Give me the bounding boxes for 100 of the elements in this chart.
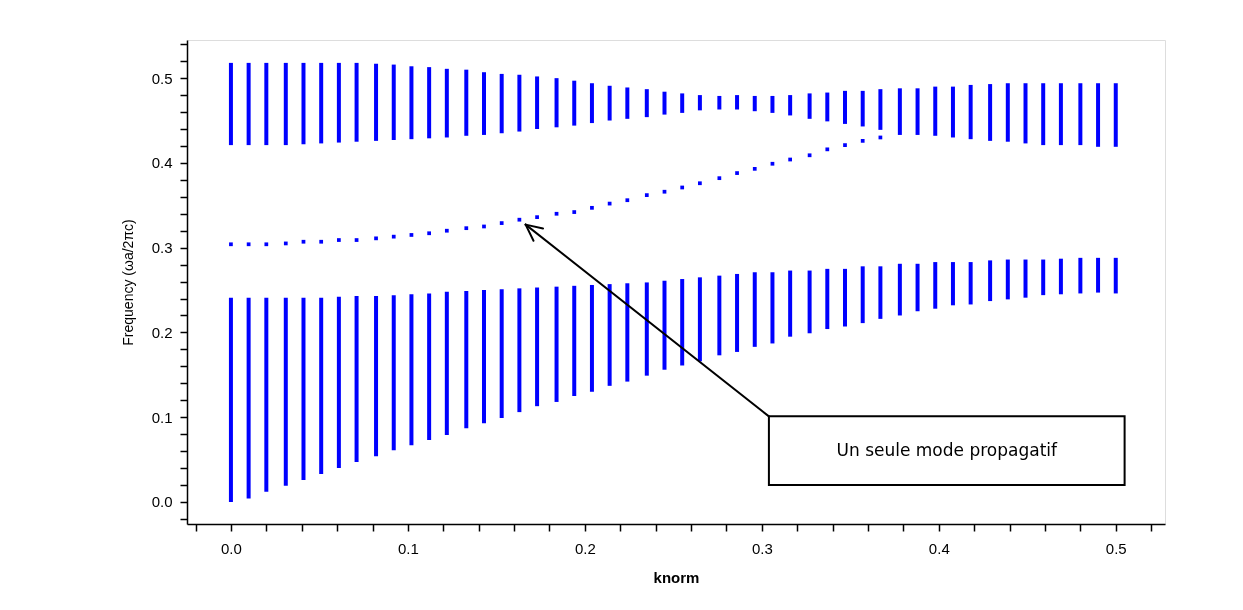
bar bbox=[735, 273, 740, 352]
y-tick-label: 0.5 bbox=[151, 69, 173, 87]
point bbox=[464, 226, 469, 231]
bar bbox=[354, 62, 359, 142]
bar bbox=[1023, 83, 1028, 144]
point bbox=[752, 166, 757, 171]
bar bbox=[770, 95, 775, 113]
bar bbox=[499, 289, 504, 419]
bar bbox=[336, 296, 341, 469]
bar bbox=[535, 76, 540, 129]
bar bbox=[464, 290, 469, 429]
point bbox=[860, 139, 865, 143]
bar bbox=[1113, 83, 1118, 147]
bar bbox=[1041, 83, 1046, 146]
bar bbox=[444, 68, 449, 138]
point bbox=[319, 239, 324, 244]
bar bbox=[409, 294, 414, 446]
bar bbox=[228, 297, 233, 502]
bar bbox=[662, 91, 667, 115]
bar bbox=[499, 73, 504, 134]
x-tick-label: 0.4 bbox=[928, 539, 950, 557]
bar bbox=[968, 84, 973, 140]
bar bbox=[770, 272, 775, 344]
bar bbox=[589, 284, 594, 392]
y-axis-title: Frequency (ωa/2πc) bbox=[119, 219, 136, 346]
bar bbox=[878, 89, 883, 130]
bar bbox=[988, 260, 993, 302]
bar bbox=[319, 62, 324, 144]
bar bbox=[1005, 259, 1010, 300]
bar bbox=[409, 66, 414, 140]
bar bbox=[788, 270, 793, 337]
bar bbox=[517, 288, 522, 413]
bar bbox=[481, 72, 486, 135]
bar bbox=[427, 67, 432, 139]
bar bbox=[662, 280, 667, 370]
bar bbox=[535, 287, 540, 407]
y-tick-label: 0.4 bbox=[151, 154, 173, 172]
bar bbox=[860, 90, 865, 127]
bar bbox=[1041, 259, 1046, 296]
bar bbox=[228, 62, 233, 146]
point bbox=[843, 143, 847, 147]
bar bbox=[915, 88, 920, 135]
bar bbox=[717, 95, 722, 110]
bar bbox=[1005, 83, 1010, 142]
point bbox=[825, 147, 830, 152]
bar bbox=[444, 291, 449, 435]
bar bbox=[807, 270, 812, 334]
bar bbox=[1113, 257, 1118, 294]
bar bbox=[897, 88, 902, 135]
bar bbox=[680, 93, 685, 113]
annotation: Un seule mode propagatif bbox=[836, 439, 1059, 460]
point bbox=[444, 228, 449, 233]
bar bbox=[264, 297, 269, 492]
x-tick-label: 0.2 bbox=[574, 539, 596, 557]
bar bbox=[264, 62, 269, 146]
bar bbox=[860, 266, 865, 324]
bar bbox=[391, 64, 396, 141]
point bbox=[717, 176, 722, 181]
point bbox=[427, 231, 431, 236]
point bbox=[735, 171, 739, 175]
bar bbox=[825, 92, 830, 122]
x-axis-title: knorm bbox=[653, 568, 700, 586]
bar bbox=[336, 62, 341, 143]
bar bbox=[915, 263, 920, 312]
bar bbox=[481, 290, 486, 424]
point bbox=[374, 236, 378, 241]
point bbox=[264, 242, 269, 247]
bar bbox=[1058, 258, 1063, 295]
bar bbox=[825, 268, 830, 330]
point bbox=[337, 238, 341, 242]
bar bbox=[644, 89, 649, 118]
bar bbox=[607, 85, 612, 121]
bar bbox=[933, 86, 938, 136]
bar bbox=[246, 62, 251, 146]
bar bbox=[374, 63, 379, 141]
x-tick-label: 0.0 bbox=[221, 539, 242, 557]
y-tick-label: 0.2 bbox=[151, 323, 173, 341]
bar bbox=[391, 295, 396, 451]
bar bbox=[788, 95, 793, 116]
bar bbox=[1096, 257, 1101, 293]
bar bbox=[572, 285, 577, 397]
bar bbox=[246, 297, 251, 499]
bar bbox=[1096, 83, 1101, 147]
bar bbox=[283, 297, 288, 486]
bar bbox=[950, 262, 955, 306]
y-tick-label: 0.1 bbox=[151, 408, 173, 426]
point bbox=[391, 234, 396, 239]
bar bbox=[988, 84, 993, 141]
point bbox=[229, 242, 233, 247]
bar bbox=[697, 95, 702, 111]
x-tick-label: 0.5 bbox=[1105, 539, 1127, 557]
x-tick-label: 0.3 bbox=[751, 539, 773, 557]
bar bbox=[427, 293, 432, 441]
bar bbox=[644, 282, 649, 376]
bar bbox=[589, 83, 594, 124]
bar bbox=[878, 266, 883, 319]
bar bbox=[625, 283, 630, 382]
bar bbox=[464, 69, 469, 136]
bar bbox=[1023, 259, 1028, 298]
bar bbox=[554, 78, 559, 128]
